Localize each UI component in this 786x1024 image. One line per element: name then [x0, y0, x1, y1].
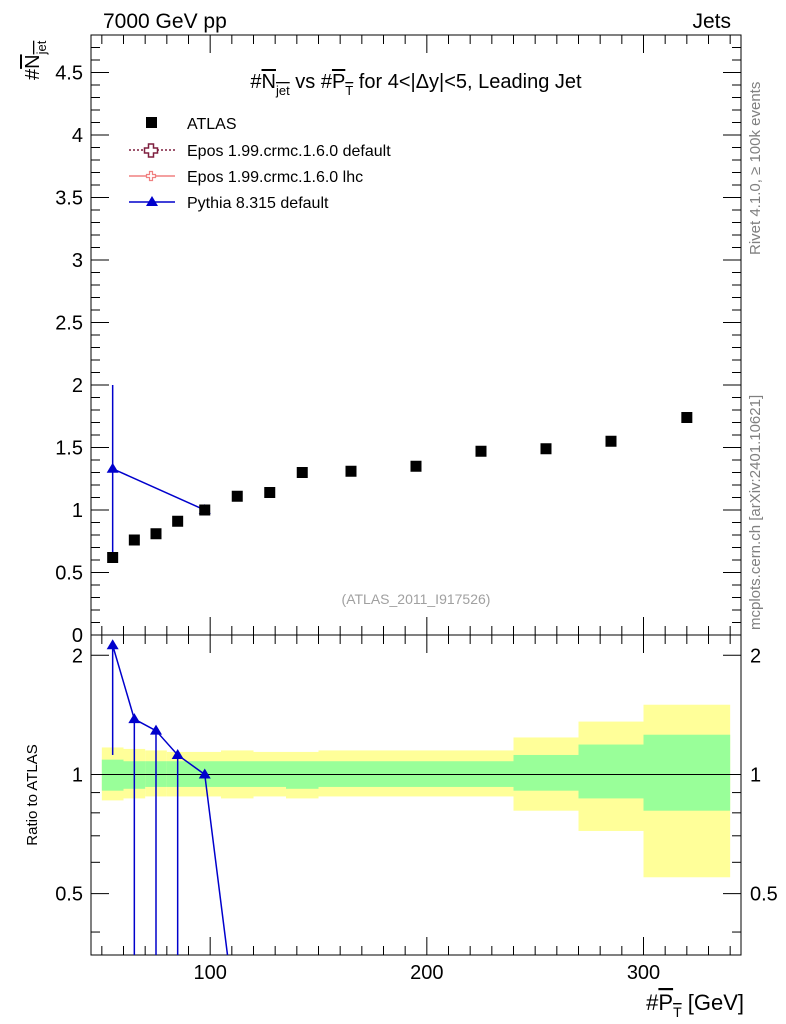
x-tick-label: 300 — [627, 962, 660, 984]
atlas-point — [128, 534, 140, 546]
main-y-tick-label: 3 — [72, 250, 83, 272]
ratio-y-tick-label-left: 2 — [72, 645, 83, 667]
green-band-bin — [578, 744, 644, 799]
atlas-point — [231, 490, 243, 502]
ratio-y-tick-label-left: 0.5 — [55, 884, 83, 906]
legend-atlas-marker — [146, 117, 157, 128]
analysis-id: (ATLAS_2011_I917526) — [342, 591, 491, 607]
ratio-y-tick-label-right: 1 — [750, 764, 761, 786]
ratio-pythia-line — [111, 645, 229, 956]
legend-epos-default-marker — [143, 143, 159, 158]
atlas-point — [150, 528, 162, 540]
main-y-tick-label: 0 — [72, 625, 83, 647]
ratio-pythia-point — [128, 713, 141, 724]
main-y-tick-label: 2.5 — [55, 313, 83, 335]
ratio-y-tick-label-left: 1 — [72, 764, 83, 786]
x-tick-label: 200 — [410, 962, 443, 984]
main-y-tick-label: 1 — [72, 500, 83, 522]
main-y-tick-label: 2 — [72, 375, 83, 397]
green-band-bin — [643, 734, 731, 811]
atlas-point — [605, 435, 617, 447]
x-tick-label: 100 — [193, 962, 226, 984]
legend-pythia-marker — [146, 196, 158, 206]
ratio-pythia-point — [150, 724, 162, 735]
legend-epos-lhc-marker — [145, 170, 157, 182]
ratio-pythia-point — [198, 768, 211, 779]
atlas-point — [475, 445, 487, 457]
main-y-tick-label: 4 — [72, 125, 83, 147]
main-y-tick-label: 3.5 — [55, 188, 83, 210]
atlas-point — [540, 443, 552, 455]
ratio-pythia-series — [106, 639, 229, 956]
atlas-point — [681, 412, 693, 423]
atlas-point — [410, 460, 422, 472]
atlas-point — [172, 515, 184, 527]
ratio-y-tick-label-right: 2 — [750, 645, 761, 667]
mcplots-side-label: mcplots.cern.ch [arXiv:2401.10621] — [747, 395, 764, 630]
legend-pythia-label: Pythia 8.315 default — [187, 195, 329, 212]
pythia-line — [112, 468, 206, 511]
main-data-series — [106, 385, 693, 563]
legend-epos-lhc-label: Epos 1.99.crmc.1.6.0 lhc — [187, 169, 363, 186]
atlas-point — [107, 552, 119, 563]
main-y-tick-label: 1.5 — [55, 438, 83, 460]
collision-label: 7000 GeV pp — [103, 10, 227, 33]
green-band-bin — [286, 761, 319, 789]
ratio-y-axis-label: Ratio to ATLAS — [24, 744, 41, 845]
main-y-tick-label: 4.5 — [55, 63, 83, 85]
ratio-y-tick-label-right: 0.5 — [750, 884, 778, 906]
pythia-point — [106, 462, 119, 473]
legend-epos-default-label: Epos 1.99.crmc.1.6.0 default — [187, 143, 391, 160]
legend-atlas-label: ATLAS — [187, 116, 237, 133]
atlas-point — [345, 465, 357, 477]
ratio-uncertainty-bands — [101, 704, 731, 878]
atlas-point — [199, 504, 211, 516]
x-axis-label: #PT [GeV] — [646, 990, 744, 1020]
legend: ATLAS Epos 1.99.crmc.1.6.0 default Epos … — [129, 116, 391, 212]
chart-title: #Njet vs #PT for 4<|Δy|<5, Leading Jet — [250, 71, 582, 98]
category-label: Jets — [692, 10, 731, 33]
main-y-tick-label: 0.5 — [55, 563, 83, 585]
axis-ticks: 0 0.5 1 1.5 2 2.5 3 3.5 4 4.5 100 200 300 0.5 0.5 1 1 2 2 — [55, 35, 778, 984]
ratio-pythia-point — [171, 748, 184, 759]
atlas-point — [296, 467, 308, 478]
atlas-point — [264, 487, 276, 498]
main-y-axis-label: #Njet — [22, 40, 49, 80]
rivet-side-label: Rivet 4.1.0, ≥ 100k events — [747, 82, 764, 255]
ratio-panel-frame — [90, 634, 742, 956]
ratio-pythia-point — [106, 639, 119, 650]
green-band-bin — [513, 754, 579, 791]
green-band-bin — [101, 759, 124, 791]
